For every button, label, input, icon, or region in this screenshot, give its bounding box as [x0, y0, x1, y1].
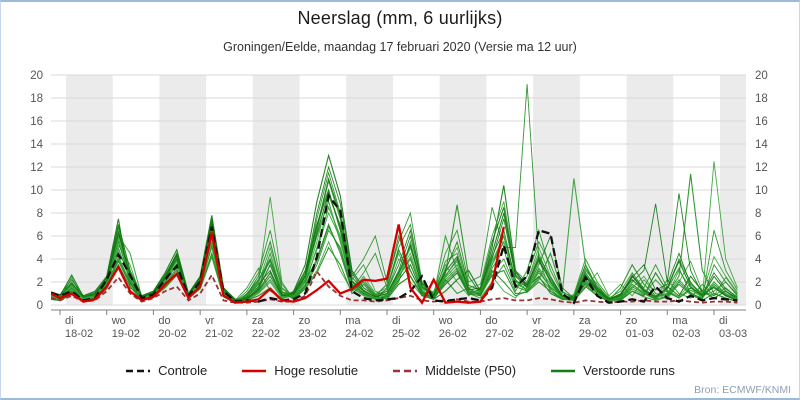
svg-text:8: 8 [755, 208, 761, 220]
svg-text:ma: ma [672, 315, 688, 327]
svg-text:27-02: 27-02 [485, 328, 513, 340]
chart-subtitle: Groningen/Eelde, maandag 17 februari 202… [223, 40, 577, 54]
chart-title: Neerslag (mm, 6 uurlijks) [297, 8, 503, 28]
svg-text:20-02: 20-02 [158, 328, 186, 340]
legend-item-verstoorde-runs: Verstoorde runs [550, 363, 675, 378]
chart-legend: Controle Hoge resolutie Middelste (P50) … [1, 363, 799, 378]
svg-text:10: 10 [755, 185, 768, 197]
svg-text:28-02: 28-02 [532, 328, 560, 340]
svg-text:ma: ma [345, 315, 361, 327]
svg-text:wo: wo [438, 315, 453, 327]
svg-text:24-02: 24-02 [345, 328, 373, 340]
middelste-p50-line-sample [393, 369, 418, 372]
svg-text:za: za [252, 315, 265, 327]
svg-text:26-02: 26-02 [439, 328, 467, 340]
svg-text:18: 18 [755, 93, 768, 105]
legend-label: Verstoorde runs [583, 363, 675, 378]
svg-text:16: 16 [755, 116, 768, 128]
svg-text:vr: vr [205, 315, 215, 327]
svg-text:12: 12 [30, 162, 43, 174]
svg-text:vr: vr [532, 315, 542, 327]
legend-label: Controle [158, 363, 208, 378]
source-attribution: Bron: ECMWF/KNMI [694, 384, 791, 396]
svg-text:22-02: 22-02 [252, 328, 280, 340]
svg-text:19-02: 19-02 [112, 328, 140, 340]
svg-text:29-02: 29-02 [579, 328, 607, 340]
svg-text:14: 14 [30, 139, 43, 151]
svg-text:0: 0 [755, 300, 761, 312]
svg-text:8: 8 [37, 208, 43, 220]
legend-item-controle: Controle [125, 363, 207, 378]
svg-text:2: 2 [755, 277, 761, 289]
svg-text:03-03: 03-03 [719, 328, 747, 340]
svg-text:4: 4 [755, 254, 762, 266]
svg-text:21-02: 21-02 [205, 328, 233, 340]
svg-text:20: 20 [30, 70, 43, 82]
verstoorde-runs-line-sample [551, 369, 576, 372]
svg-text:12: 12 [755, 162, 768, 174]
svg-text:wo: wo [111, 315, 126, 327]
svg-text:6: 6 [37, 231, 43, 243]
svg-text:02-03: 02-03 [672, 328, 700, 340]
svg-text:20: 20 [755, 70, 768, 82]
svg-text:16: 16 [30, 116, 43, 128]
svg-text:za: za [579, 315, 592, 327]
svg-text:25-02: 25-02 [392, 328, 420, 340]
legend-item-hoge-resolutie: Hoge resolutie [241, 363, 358, 378]
svg-text:di: di [392, 315, 401, 327]
svg-text:do: do [485, 315, 497, 327]
svg-text:18: 18 [30, 93, 43, 105]
svg-text:6: 6 [755, 231, 761, 243]
svg-text:14: 14 [755, 139, 768, 151]
hoge-resolutie-line-sample [242, 369, 267, 372]
svg-text:4: 4 [37, 254, 44, 266]
svg-text:di: di [65, 315, 74, 327]
legend-label: Hoge resolutie [274, 363, 359, 378]
svg-text:di: di [719, 315, 728, 327]
legend-label: Middelste (P50) [425, 363, 517, 378]
svg-text:01-03: 01-03 [626, 328, 654, 340]
legend-item-middelste-p50: Middelste (P50) [392, 363, 516, 378]
svg-text:2: 2 [37, 277, 43, 289]
svg-text:zo: zo [626, 315, 638, 327]
svg-text:23-02: 23-02 [299, 328, 327, 340]
svg-text:0: 0 [37, 300, 43, 312]
svg-text:10: 10 [30, 185, 43, 197]
svg-text:do: do [158, 315, 170, 327]
controle-line-sample [126, 369, 151, 372]
svg-text:18-02: 18-02 [65, 328, 93, 340]
svg-text:zo: zo [299, 315, 311, 327]
